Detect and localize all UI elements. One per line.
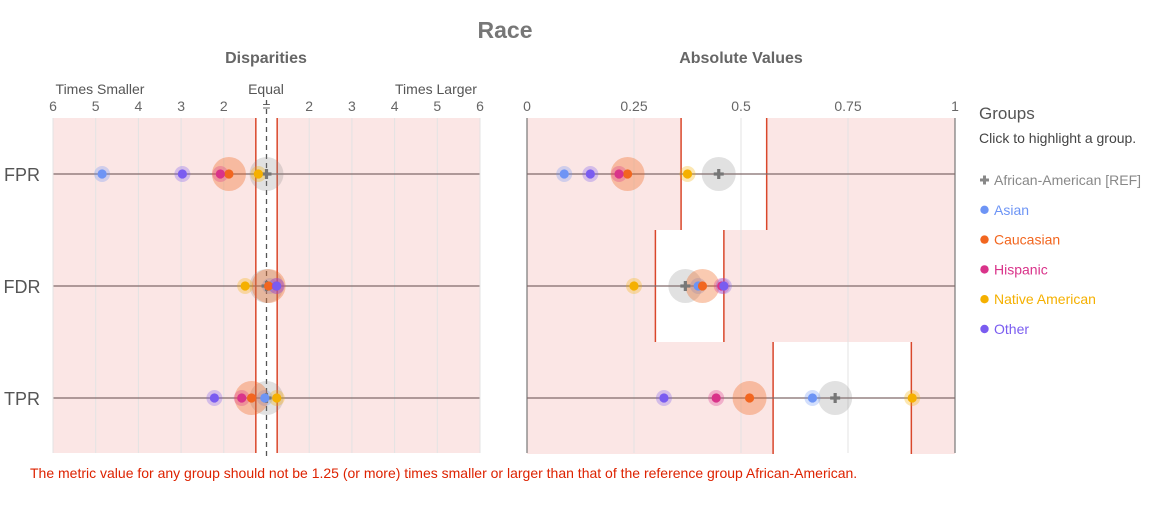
plot-layer: 6 5 4 3 2 = 2 3 4 5 6 FPR FDR TPR 0 0.25 0.5 0.75 1 [4,98,959,459]
legend-subtitle: Click to highlight a group. [979,130,1136,146]
data-point-native-american [629,281,639,291]
data-point-caucasian [744,393,755,403]
legend-item-label: Hispanic [994,261,1048,277]
data-point-other [659,393,669,403]
data-point-african-american [713,169,724,179]
disparity-tick-label: 2 [305,98,313,114]
disparities-title: Disparities [225,50,307,67]
data-point-hispanic [614,169,624,179]
times-larger-label: Times Larger [395,81,477,97]
data-point-other [585,169,595,179]
absolute-tick-label: 0.5 [731,98,751,114]
data-point-other [209,393,220,403]
disparity-tick-label: 6 [49,98,57,114]
disparity-tick-label: 3 [177,98,185,114]
dot-icon [980,295,989,304]
legend-item-label: Other [994,321,1029,337]
dot-icon [980,235,989,244]
data-point-asian [97,169,107,179]
data-point-asian [807,393,818,403]
dot-icon [980,265,989,274]
data-point-native-american [240,281,250,291]
legend-item-label: African-American [REF] [994,172,1141,188]
absolute-values-title: Absolute Values [679,50,803,67]
times-smaller-label: Times Smaller [56,81,145,97]
metric-label-fdr: FDR [4,277,41,297]
legend-item-label: Native American [994,291,1096,307]
data-point-caucasian [224,169,234,179]
data-point-caucasian [246,393,257,403]
data-point-hispanic [237,393,247,403]
legend-item-african-american[interactable]: African-American [REF] [980,172,1141,188]
data-point-african-american [261,169,272,179]
disparity-tick-label: 4 [391,98,399,114]
data-point-other [272,281,282,291]
data-point-native-american [253,169,263,179]
reference-plus-marker-v [683,281,687,291]
equal-label: Equal [248,81,284,97]
legend-item-caucasian[interactable]: Caucasian [980,232,1060,248]
reference-plus-marker-v [833,393,837,403]
metric-label-tpr: TPR [4,389,40,409]
dot-icon [980,324,989,334]
plus-icon [983,175,986,185]
absolute-tick-label: 0.75 [834,98,861,114]
reference-plus-marker-v [717,169,721,179]
data-point-hispanic [711,393,721,403]
data-point-hispanic [215,169,225,179]
data-point-asian [260,393,270,403]
data-point-asian [559,169,569,179]
metric-label-fpr: FPR [4,165,40,185]
data-point-caucasian [264,281,274,291]
data-point-other [177,169,187,179]
data-point-african-american [680,281,691,291]
absolute-tick-label: 0 [523,98,531,114]
data-point-native-american [682,169,693,179]
disparity-tick-label: 5 [433,98,441,114]
legend-item-asian[interactable]: Asian [980,202,1029,218]
disparity-tick-label: 2 [220,98,228,114]
data-point-other [719,281,729,291]
legend-item-label: Asian [994,202,1029,218]
disparity-tick-label: 3 [348,98,356,114]
legend-title: Groups [979,104,1035,123]
data-point-native-american [907,393,917,403]
data-point-caucasian [697,281,708,291]
legend-item-hispanic[interactable]: Hispanic [980,261,1048,277]
legend-item-other[interactable]: Other [980,321,1029,337]
disparity-tick-label: 6 [476,98,484,114]
data-point-native-american [272,393,282,403]
absolute-tick-label: 1 [951,98,959,114]
footnote: The metric value for any group should no… [30,465,857,481]
legend: African-American [REF] Asian Caucasian Hisp… [980,172,1141,337]
legend-item-label: Caucasian [994,232,1060,248]
data-point-african-american [830,393,841,403]
data-point-caucasian [622,169,633,179]
reference-plus-marker-v [264,169,269,179]
disparity-tick-label: = [262,98,270,114]
chart-title: Race [478,17,533,43]
legend-item-native-american[interactable]: Native American [980,291,1096,307]
absolute-tick-label: 0.25 [620,98,647,114]
disparity-tick-label: 5 [92,98,100,114]
dot-icon [980,205,989,214]
disparity-tick-label: 4 [135,98,143,114]
